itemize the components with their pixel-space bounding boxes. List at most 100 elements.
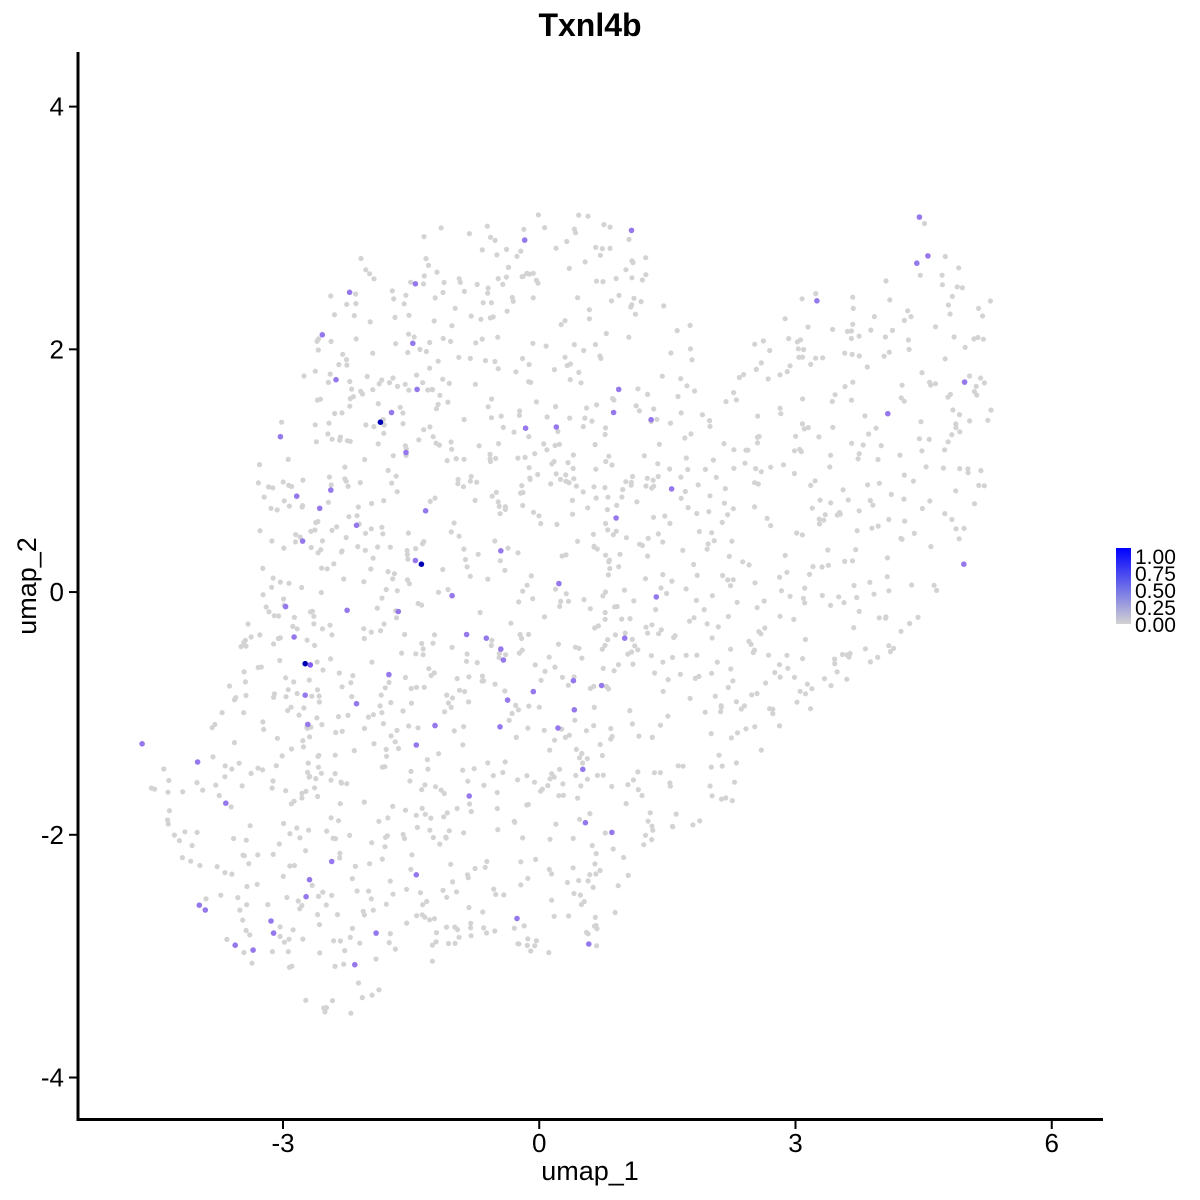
cell-point: [524, 773, 530, 779]
cell-point: [245, 621, 251, 627]
cell-point: [731, 390, 737, 396]
cell-point: [352, 863, 358, 870]
cell-point: [467, 478, 473, 484]
cell-point: [643, 483, 649, 489]
cell-point: [429, 958, 435, 964]
cell-point: [446, 380, 452, 386]
cell-point: [235, 895, 241, 901]
cell-point: [707, 493, 713, 499]
cell-point: [921, 220, 928, 227]
cell-point: [678, 495, 684, 501]
cell-point: [873, 425, 879, 431]
cell-point: [488, 300, 494, 306]
cell-point: [524, 582, 530, 588]
cell-point: [728, 735, 735, 741]
cell-point: [813, 355, 819, 361]
cell-point: [391, 571, 397, 577]
cell-point: [585, 505, 591, 511]
x-axis-ticks: -3 0 3 6: [271, 1121, 1059, 1158]
cell-point: [427, 339, 433, 346]
expressing-cell-point: [299, 538, 306, 544]
cell-point: [379, 377, 385, 383]
cell-point: [667, 420, 674, 426]
cell-point: [368, 629, 374, 635]
cell-point: [349, 694, 355, 700]
cell-point: [851, 625, 857, 631]
cell-point: [269, 949, 275, 955]
cell-point: [358, 388, 364, 394]
expressing-cell-point: [521, 237, 528, 243]
cell-point: [393, 473, 399, 479]
cell-point: [876, 615, 882, 621]
cell-point: [660, 688, 666, 695]
cell-point: [391, 296, 397, 302]
cell-point: [513, 369, 519, 375]
cell-point: [533, 277, 540, 283]
cell-point: [614, 502, 620, 508]
cell-point: [643, 272, 649, 278]
cell-point: [369, 659, 375, 665]
cell-point: [682, 435, 688, 441]
cell-point: [844, 652, 850, 658]
cell-point: [375, 401, 381, 407]
cell-point: [718, 709, 724, 715]
cell-point: [503, 246, 510, 252]
cell-point: [949, 516, 955, 523]
cell-point: [392, 314, 398, 320]
cell-point: [379, 764, 385, 770]
cell-point: [339, 410, 345, 416]
cell-point: [319, 722, 325, 728]
cell-point: [688, 431, 694, 437]
cell-point: [519, 483, 525, 489]
cell-point: [288, 746, 295, 752]
cell-point: [909, 582, 915, 588]
cell-point: [422, 782, 428, 788]
cell-point: [461, 288, 467, 294]
cell-point: [898, 395, 904, 401]
cell-point: [346, 514, 352, 520]
cell-point: [587, 872, 593, 878]
cell-point: [455, 476, 461, 483]
cell-point: [725, 684, 731, 691]
cell-point: [390, 576, 396, 582]
cell-point: [285, 456, 291, 462]
cell-point: [870, 502, 876, 508]
cell-point: [719, 763, 725, 769]
cell-point: [354, 513, 360, 519]
cell-point: [765, 376, 771, 382]
cell-point: [270, 851, 276, 858]
cell-point: [713, 474, 719, 480]
cell-point: [440, 376, 446, 382]
cell-point: [961, 525, 967, 532]
cell-point: [351, 313, 357, 319]
cell-point: [474, 281, 480, 287]
cell-point: [345, 483, 351, 489]
expressing-cell-point: [333, 376, 339, 383]
cell-point: [188, 858, 194, 864]
cell-point: [594, 772, 601, 779]
expressing-cell-point: [418, 561, 425, 567]
cell-point: [528, 573, 534, 579]
cell-point: [902, 518, 908, 524]
cell-point: [229, 871, 235, 877]
cell-point: [753, 366, 759, 372]
cell-point: [656, 631, 662, 637]
cell-point: [315, 764, 321, 770]
cell-point: [707, 418, 713, 424]
cell-point: [600, 772, 606, 778]
cell-point: [497, 511, 503, 517]
cell-point: [276, 613, 282, 619]
cell-point: [525, 936, 531, 942]
cell-point: [630, 661, 636, 667]
cell-point: [287, 863, 293, 869]
cell-point: [285, 687, 291, 693]
cell-point: [629, 258, 635, 264]
cell-point: [602, 485, 608, 491]
expressing-cell-point: [961, 379, 968, 385]
cell-point: [248, 770, 254, 777]
cell-point: [848, 397, 855, 403]
cell-point: [776, 662, 783, 668]
cell-point: [454, 805, 460, 812]
cell-point: [905, 308, 911, 314]
cell-point: [603, 552, 609, 558]
